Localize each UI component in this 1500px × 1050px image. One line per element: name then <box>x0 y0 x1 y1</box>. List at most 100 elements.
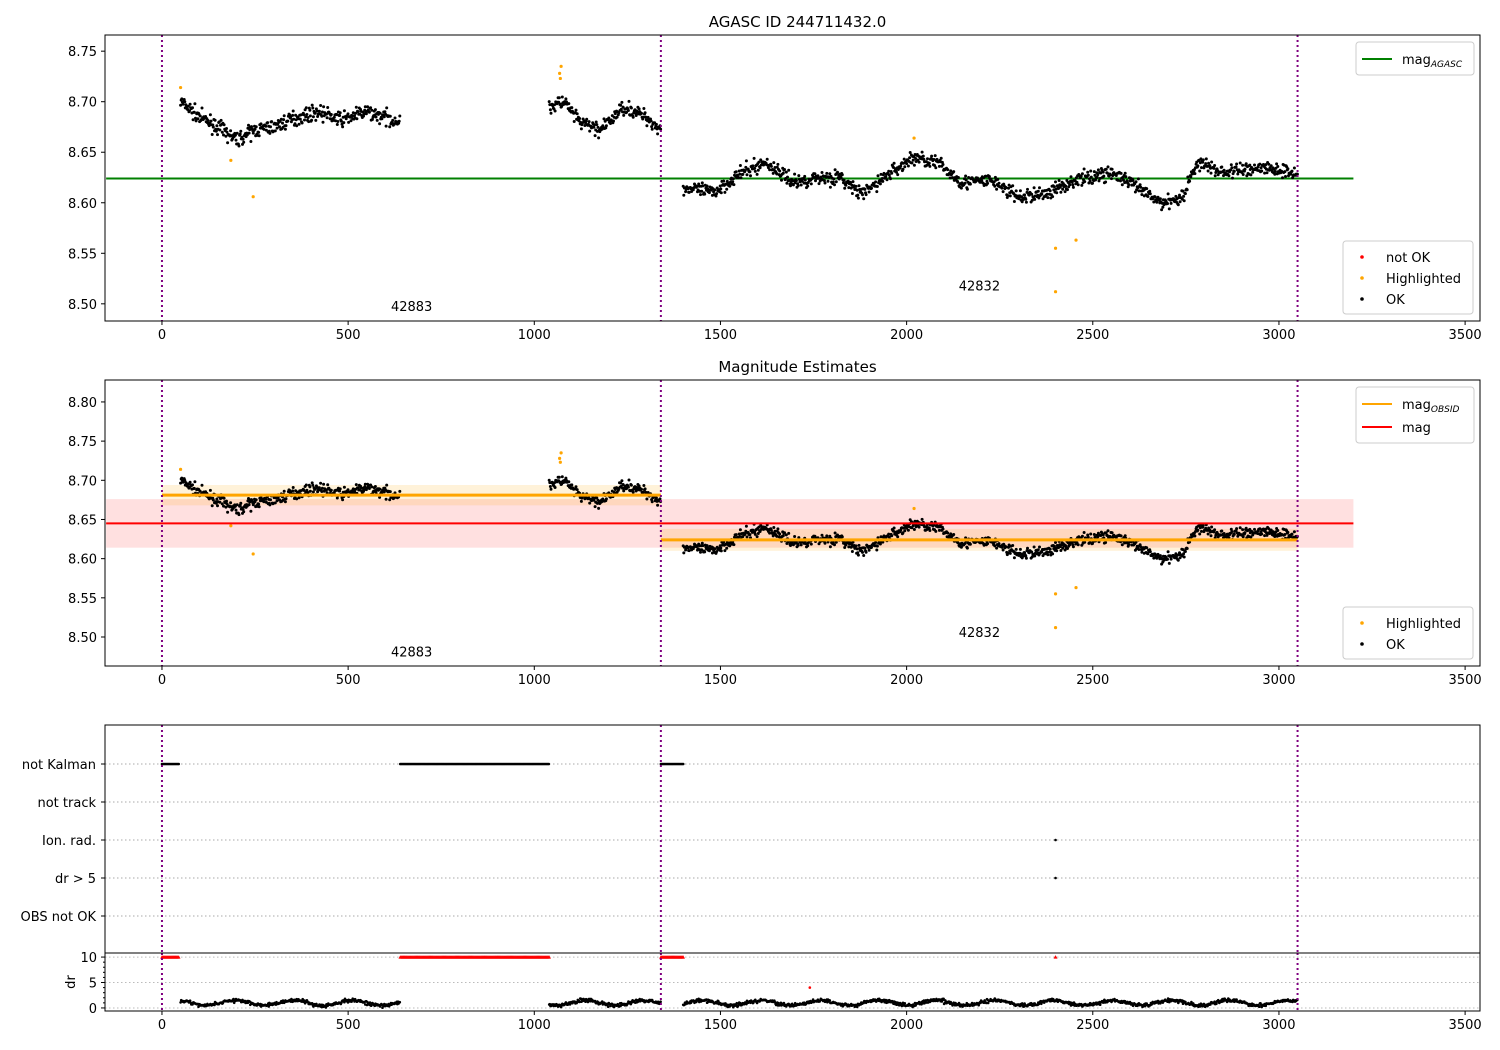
panel1-ok-point <box>787 168 791 172</box>
panel1-ok-point <box>1138 183 1142 187</box>
panel2-ok-point <box>322 482 326 486</box>
panel2-ok-point <box>901 531 905 535</box>
panel1-ok-point <box>191 106 194 110</box>
panel1-ok-point <box>553 109 557 113</box>
panel1-ok-point <box>993 175 997 179</box>
panel2-highlighted-point <box>912 506 916 511</box>
panel2-ok-point <box>857 543 861 547</box>
panel1-ok-point <box>1083 180 1087 184</box>
panel1-ok-point <box>757 160 761 164</box>
panel2-ok-point <box>855 547 859 551</box>
panel2-ok-point <box>1038 545 1041 549</box>
panel1-ok-point <box>250 125 253 129</box>
panel2-ok-point <box>1167 561 1171 565</box>
panel1-ok-point <box>840 173 844 177</box>
panel1-ok-point <box>191 118 195 122</box>
panel1-ok-point <box>1014 189 1018 193</box>
panel1-ok-point <box>362 112 366 116</box>
panel1-ok-point <box>341 125 345 129</box>
panel1-ok-point <box>579 127 583 131</box>
panel1-ok-point <box>338 111 342 115</box>
panel1-ok-point <box>640 111 643 115</box>
panel2-ok-point <box>920 517 924 521</box>
panel1-ok-point <box>619 103 623 107</box>
panel1-highlighted-point <box>178 85 183 90</box>
panel1-ok-point <box>338 114 342 117</box>
panel1-ok-point <box>585 117 589 121</box>
panel2-ok-point <box>1068 543 1072 547</box>
panel1-ok-point <box>641 115 645 119</box>
panel2-ok-point <box>825 534 829 538</box>
panel2-ok-point <box>1123 534 1127 538</box>
panel2-ytick-label: 8.65 <box>68 513 97 528</box>
dr-capped-point <box>547 955 551 959</box>
panel1-ok-point <box>828 185 832 189</box>
panel1-ok-point <box>1182 194 1186 198</box>
panel2-ok-point <box>342 485 346 489</box>
dr-ytick-label: 5 <box>89 977 97 992</box>
panel1-ok-point <box>759 163 763 167</box>
panel1-ok-point <box>193 102 197 106</box>
panel1-ok-point <box>839 176 843 180</box>
panel2-ok-point <box>378 487 382 491</box>
panel2-ok-point <box>579 499 583 503</box>
panel1-ok-point <box>836 170 839 174</box>
panel1-ok-point <box>210 133 214 136</box>
panel1-ok-point <box>772 161 776 165</box>
panel1-legend-label: not OK <box>1386 251 1431 266</box>
panel1-ok-point <box>778 169 782 173</box>
panel1-ok-point <box>575 112 579 116</box>
panel1-ok-point <box>803 174 807 178</box>
panel2-ok-point <box>1263 534 1267 538</box>
panel1-ok-point <box>1004 186 1008 190</box>
panel1-ok-point <box>1098 176 1102 180</box>
panel2-ok-point <box>631 490 635 494</box>
panel1-ok-point <box>1281 176 1284 180</box>
panel1-ok-point <box>325 116 329 120</box>
panel1-ok-point <box>225 127 228 130</box>
panel1-ok-point <box>1038 186 1041 190</box>
panel2-xtick-label: 1000 <box>518 673 551 688</box>
panel1-ok-point <box>225 130 229 134</box>
panel2-ok-point <box>385 483 389 487</box>
panel1-ok-point <box>1093 173 1097 177</box>
panel2-ok-point <box>308 485 312 489</box>
panel2-ok-point <box>311 483 315 487</box>
panel2-ok-point <box>218 500 222 504</box>
panel1-ok-point <box>738 164 742 167</box>
panel1-ok-point <box>593 134 597 138</box>
panel1-ok-point <box>725 187 729 191</box>
panel1-ok-point <box>935 157 939 161</box>
panel2-ok-point <box>388 498 392 502</box>
panel2-ok-point <box>1066 547 1069 550</box>
panel1-ok-point <box>367 110 371 114</box>
panel1-ok-point <box>270 120 274 124</box>
panel1-ok-point <box>987 175 991 178</box>
panel1-ok-point <box>207 124 211 128</box>
panel1-ok-point <box>393 116 397 120</box>
panel1-ok-point <box>248 128 252 132</box>
panel1-ok-point <box>1283 170 1287 174</box>
panel1-ok-point <box>1054 180 1057 184</box>
panel1-ok-point <box>1145 187 1149 191</box>
panel1-xtick-label: 1500 <box>704 328 737 343</box>
panel2-ok-point <box>723 549 727 553</box>
panel2-legend-label: Highlighted <box>1386 617 1461 632</box>
panel1-ok-point <box>1146 195 1150 198</box>
panel2-ok-point <box>879 535 883 539</box>
panel1-ok-point <box>1068 183 1072 187</box>
panel1-ok-point <box>206 119 210 122</box>
panel2-ok-point <box>363 482 367 486</box>
panel1-ok-point <box>553 103 556 107</box>
panel1-ok-point <box>304 115 308 119</box>
panel1-ok-point <box>714 194 718 198</box>
panel1-ok-point <box>335 113 339 117</box>
panel2-ok-point <box>211 498 215 502</box>
panel2-ok-point <box>222 496 226 500</box>
panel2-ok-point <box>1140 550 1144 554</box>
panel1-ok-point <box>996 177 1000 181</box>
panel1-ok-point <box>707 191 711 195</box>
panel1-ok-point <box>995 187 999 191</box>
panel1-ok-point <box>560 95 564 99</box>
panel2-ok-point <box>575 488 579 492</box>
